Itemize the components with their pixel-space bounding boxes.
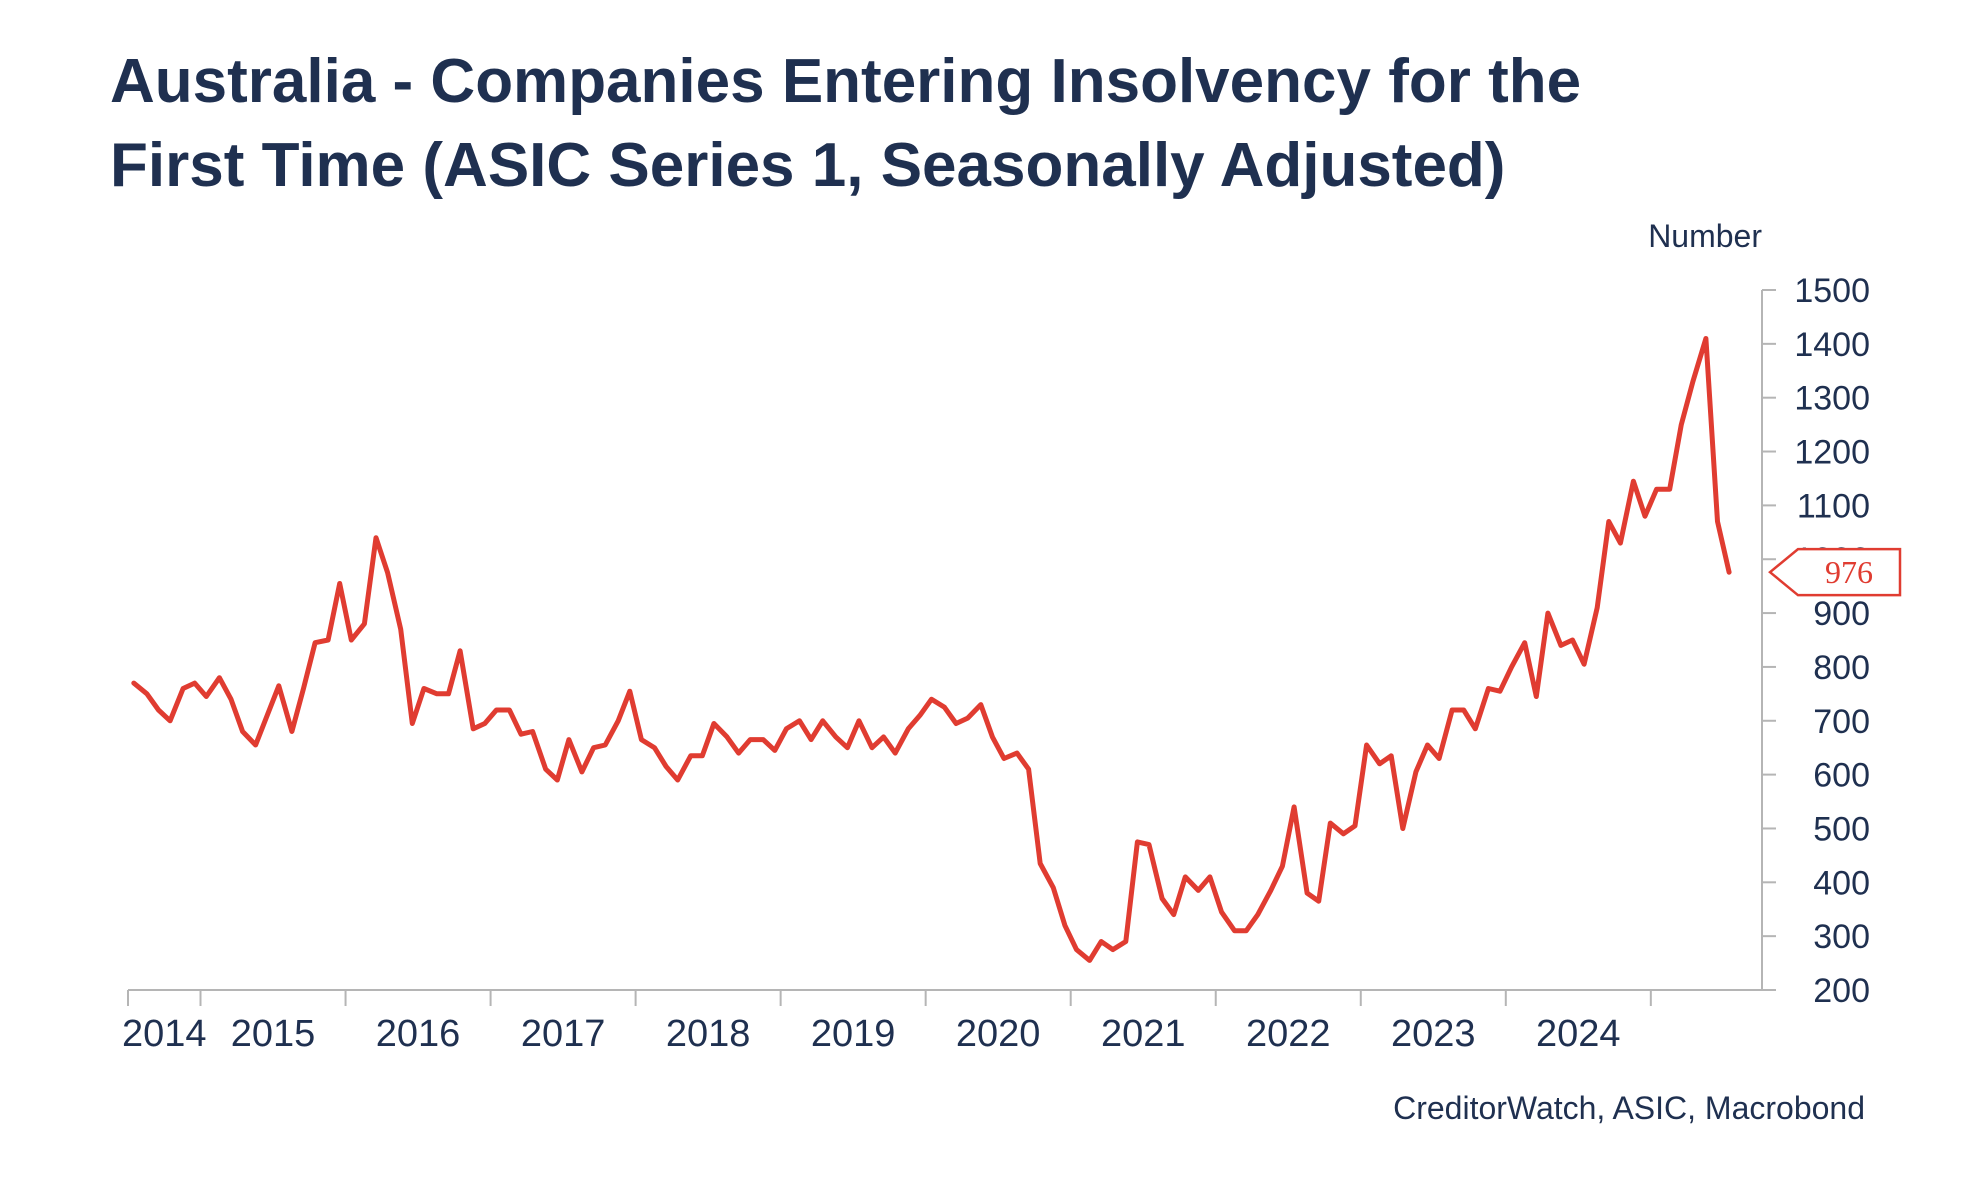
y-tick-label: 300 [1813,918,1870,956]
y-tick-label: 700 [1813,703,1870,741]
x-tick-label: 2019 [811,1013,896,1055]
chart-title-line-2: First Time (ASIC Series 1, Seasonally Ad… [110,131,1506,200]
x-tick-label: 2021 [1101,1013,1186,1055]
x-tick-label: 2024 [1536,1013,1621,1055]
x-tick-label: 2023 [1391,1013,1476,1055]
last-value-callout: 976 [1768,547,1902,597]
last-value-box [1768,547,1902,597]
chart-title: Australia - Companies Entering Insolvenc… [110,40,1910,208]
x-tick-label: 2014 [122,1013,207,1055]
y-tick-label: 1300 [1794,380,1870,418]
y-tick-label: 1100 [1797,487,1870,525]
y-tick-label: 1500 [1794,272,1870,310]
y-tick-label: 1400 [1794,326,1870,364]
y-tick-label: 400 [1813,864,1870,902]
y-tick-label: 900 [1813,595,1870,633]
last-value-label: 976 [1825,554,1873,590]
source-note: CreditorWatch, ASIC, Macrobond [1393,1090,1865,1126]
y-tick-label: 1200 [1794,434,1870,472]
y-axis: 2003004005006007008009001000110012001300… [1761,272,1870,1010]
y-tick-label: 800 [1813,649,1870,687]
series-line [131,336,1732,963]
x-tick-label: 2022 [1246,1013,1331,1055]
x-tick-label: 2016 [376,1013,461,1055]
y-tick-label: 500 [1813,810,1870,848]
y-tick-label: 200 [1813,972,1870,1010]
chart-title-line-1: Australia - Companies Entering Insolvenc… [110,47,1582,116]
series-group [131,336,1732,963]
x-tick-label: 2017 [521,1013,606,1055]
x-axis: 2014 2015 2016 2017 2018 2019 2020 2021 2022 2023… [122,989,1762,1055]
x-tick-label: 2018 [666,1013,751,1055]
x-tick-label: 2015 [231,1013,316,1055]
y-axis-label: Number [1648,218,1762,254]
x-tick-label: 2020 [956,1013,1041,1055]
y-tick-label: 600 [1813,757,1870,795]
